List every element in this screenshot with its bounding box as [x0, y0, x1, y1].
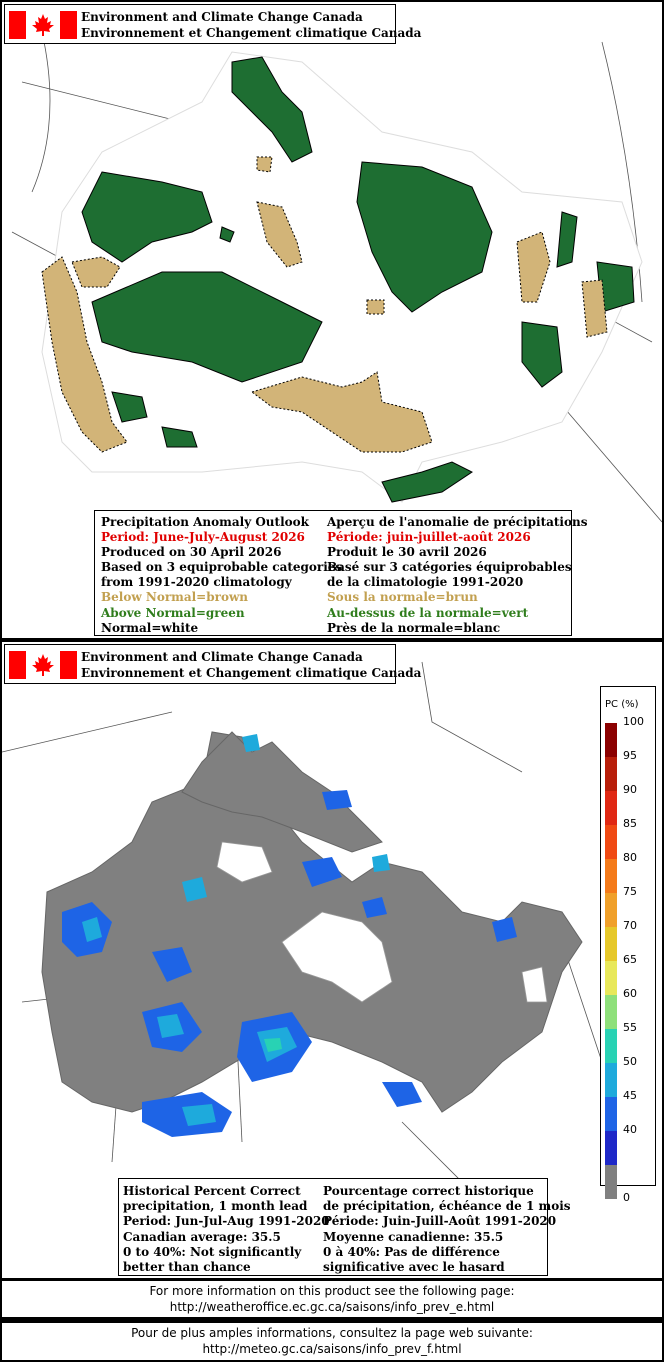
outlook-based2-fr: de la climatologie 1991-2020	[327, 575, 524, 590]
colorbar-swatch	[605, 723, 617, 757]
footer-english-link[interactable]: http://weatheroffice.ec.gc.ca/saisons/in…	[169, 1300, 495, 1314]
colorbar-tick-label: 40	[623, 1123, 637, 1136]
outlook-normal-fr: Près de la normale=blanc	[327, 620, 501, 635]
outlook-above-fr: Au-dessus de la normale=vert	[327, 605, 529, 620]
colorbar-swatch	[605, 893, 617, 927]
outlook-period-fr: Période: juin-juillet-août 2026	[327, 530, 531, 545]
land-mass	[41, 51, 643, 503]
canada-flag-icon	[9, 11, 77, 39]
outlook-map-panel: Environment and Climate Change Canada En…	[2, 2, 662, 638]
colorbar-swatch	[605, 961, 617, 995]
skill-map-panel: Environment and Climate Change Canada En…	[2, 642, 662, 1278]
outlook-legend-english: Precipitation Anomaly Outlook Period: Ju…	[101, 515, 342, 636]
colorbar-tick-label: 75	[623, 885, 637, 898]
skill-line2-en: precipitation, 1 month lead	[123, 1199, 308, 1214]
colorbar-swatch	[605, 1063, 617, 1097]
skill-map	[2, 661, 603, 1243]
outlook-title-fr: Aperçu de l'anomalie de précipitations	[327, 515, 588, 529]
skill-line6-en: better than chance	[123, 1260, 251, 1275]
outlook-produced-en: Produced on 30 April 2026	[101, 545, 282, 560]
footer-french-link[interactable]: http://meteo.gc.ca/saisons/info_prev_f.h…	[202, 1342, 462, 1356]
colorbar-tick-label: 85	[623, 817, 637, 830]
skill-line4-en: Canadian average: 35.5	[123, 1229, 281, 1244]
colorbar-swatch	[605, 1097, 617, 1131]
colorbar-tick-label: 95	[623, 749, 637, 762]
colorbar-tick-label: 70	[623, 919, 637, 932]
outlook-below-fr: Sous la normale=brun	[327, 590, 478, 605]
outlook-map	[11, 31, 662, 523]
colorbar-tick-label: 55	[623, 1021, 637, 1034]
outlook-above-en: Above Normal=green	[101, 605, 245, 620]
outlook-based1-fr: Basé sur 3 catégories équiprobables	[327, 560, 572, 575]
footer-french: Pour de plus amples informations, consul…	[2, 1323, 662, 1360]
skill-line5-fr: 0 à 40%: Pas de différence	[323, 1244, 500, 1259]
colorbar-tick-label: 0	[623, 1191, 630, 1204]
skill-line4-fr: Moyenne canadienne: 35.5	[323, 1229, 504, 1244]
skill-line2-fr: de précipitation, échéance de 1 mois	[323, 1199, 571, 1214]
outlook-produced-fr: Produit le 30 avril 2026	[327, 545, 487, 560]
skill-legend: Historical Percent Correct precipitation…	[118, 1178, 571, 1276]
skill-line3-en: Period: Jun-Jul-Aug 1991-2020	[123, 1214, 330, 1229]
skill-line1-en: Historical Percent Correct	[123, 1184, 301, 1198]
colorbar-swatch	[605, 791, 617, 825]
outlook-legend: Precipitation Anomaly Outlook Period: Ju…	[94, 510, 587, 636]
outlook-legend-french: Aperçu de l'anomalie de précipitations P…	[327, 515, 587, 636]
above-normal-areas	[81, 56, 635, 503]
outlook-normal-en: Normal=white	[101, 620, 199, 635]
skill-legend-french: Pourcentage correct historique de précip…	[323, 1184, 571, 1275]
colorbar-tick-label: 45	[623, 1089, 637, 1102]
header-english: Environment and Climate Change Canada	[81, 10, 363, 24]
header-french: Environnement et Changement climatique C…	[81, 26, 422, 40]
colorbar-swatch	[605, 1131, 617, 1165]
colorbar-swatch	[605, 757, 617, 791]
header-english: Environment and Climate Change Canada	[81, 650, 363, 664]
skill-line6-fr: significative avec le hasard	[323, 1260, 505, 1275]
outlook-below-en: Below Normal=brown	[101, 590, 248, 605]
colorbar-tick-label: 100	[623, 715, 644, 728]
skill-line3-fr: Période: Juin-Juill-Août 1991-2020	[323, 1214, 557, 1229]
canada-flag-icon	[9, 651, 77, 679]
colorbar-tick-label: 80	[623, 851, 637, 864]
colorbar-swatch	[605, 1029, 617, 1063]
skill-legend-english: Historical Percent Correct precipitation…	[123, 1184, 330, 1275]
colorbar-swatch	[605, 995, 617, 1029]
colorbar-tick-label: 60	[623, 987, 637, 1000]
skill-blue-patches	[62, 734, 517, 1137]
pc-colorbar: PC (%) 100 95 90 85 80 75 70 65 60 55 50 45 40 0	[600, 686, 656, 1204]
footer-french-text: Pour de plus amples informations, consul…	[131, 1326, 533, 1340]
outlook-period-en: Period: June-July-August 2026	[101, 530, 305, 545]
skill-line5-en: 0 to 40%: Not significantly	[123, 1244, 302, 1259]
outlook-based1-en: Based on 3 equiprobable categories	[101, 560, 343, 575]
outlook-based2-en: from 1991-2020 climatology	[101, 575, 292, 590]
footer-english-text: For more information on this product see…	[149, 1284, 515, 1298]
colorbar-swatch	[605, 825, 617, 859]
below-normal-areas	[41, 156, 608, 453]
skill-line1-fr: Pourcentage correct historique	[323, 1184, 534, 1198]
colorbar-tick-label: 90	[623, 783, 637, 796]
colorbar-swatch	[605, 1165, 617, 1199]
skill-header: Environment and Climate Change Canada En…	[4, 644, 421, 684]
header-french: Environnement et Changement climatique C…	[81, 666, 422, 680]
colorbar-title: PC (%)	[605, 699, 639, 710]
colorbar-swatch	[605, 859, 617, 893]
colorbar-tick-label: 50	[623, 1055, 637, 1068]
footer-english: For more information on this product see…	[2, 1281, 662, 1317]
colorbar-swatch	[605, 927, 617, 961]
outlook-header: Environment and Climate Change Canada En…	[4, 4, 421, 44]
outlook-title-en: Precipitation Anomaly Outlook	[101, 515, 309, 529]
colorbar-tick-label: 65	[623, 953, 637, 966]
